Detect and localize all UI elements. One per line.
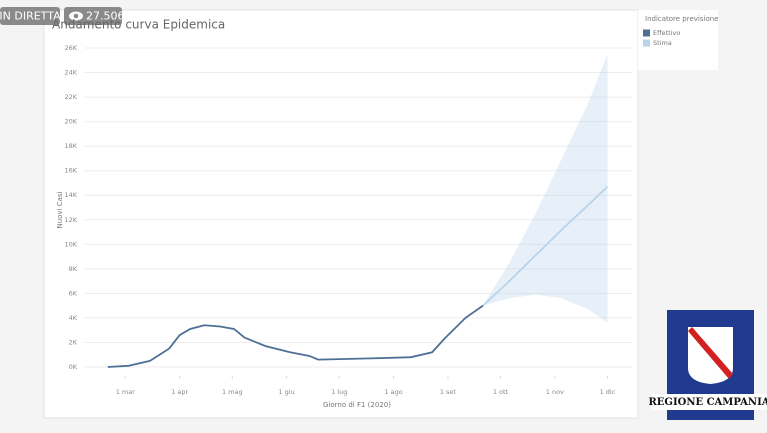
legend-swatch: [643, 29, 650, 37]
y-tick-label: 6K: [69, 289, 78, 297]
y-tick-label: 14K: [64, 191, 77, 199]
x-tick-label: 1 giu: [278, 388, 294, 396]
chart-panel: [43, 9, 639, 419]
legend-label: Stima: [653, 39, 672, 47]
series-line: [482, 185, 609, 307]
eye-pupil: [73, 13, 79, 19]
y-tick-label: 24K: [64, 69, 77, 77]
x-tick-label: 1 lug: [331, 388, 347, 396]
y-axis-label: Nuovi Casi: [56, 191, 64, 228]
logo-stripe: [688, 327, 733, 379]
legend-title: Indicatore previsione: [645, 15, 719, 23]
y-tick-label: 16K: [64, 167, 77, 175]
y-tick-label: 18K: [64, 142, 77, 150]
logo: REGIONE CAMPANIA: [648, 310, 767, 420]
y-tick-label: 10K: [64, 240, 77, 248]
x-tick-label: 1 ott: [493, 388, 509, 396]
series-line: [107, 304, 484, 368]
chart-title: Andamento curva Epidemica: [52, 18, 225, 32]
y-tick-label: 20K: [64, 118, 77, 126]
viewers-text: 27.506: [86, 10, 125, 23]
legend-swatch: [643, 39, 650, 47]
legend-label: Effettivo: [653, 29, 680, 37]
x-tick-label: 1 set: [440, 388, 457, 396]
y-tick-label: 0K: [69, 363, 78, 371]
forecast-band: [482, 54, 608, 323]
y-tick-label: 12K: [64, 216, 77, 224]
logo-band: [652, 394, 767, 410]
y-tick-label: 26K: [64, 44, 77, 52]
legend-panel: [638, 10, 718, 70]
x-tick-label: 1 ago: [384, 388, 402, 396]
x-tick-label: 1 nov: [546, 388, 564, 396]
x-tick-label: 1 mar: [116, 388, 136, 396]
y-tick-label: 4K: [69, 314, 78, 322]
x-tick-label: 1 apr: [171, 388, 188, 396]
live-badge: [0, 7, 60, 25]
x-tick-label: 1 mag: [222, 388, 243, 396]
y-tick-label: 8K: [69, 265, 78, 273]
x-tick-label: 1 dic: [600, 388, 616, 396]
logo-text: REGIONE CAMPANIA: [648, 397, 767, 408]
live-text: IN DIRETTA: [0, 10, 61, 23]
viewers-badge: [64, 7, 122, 25]
plot: 0K 2K 4K 6K 8K 10K 12K 14K 16K 18K 20K 22K 24K 26K 1 m…: [64, 29, 680, 396]
x-axis-label: Giorno di F1 (2020): [323, 401, 391, 409]
y-tick-label: 22K: [64, 93, 77, 101]
y-tick-label: 2K: [69, 338, 78, 346]
